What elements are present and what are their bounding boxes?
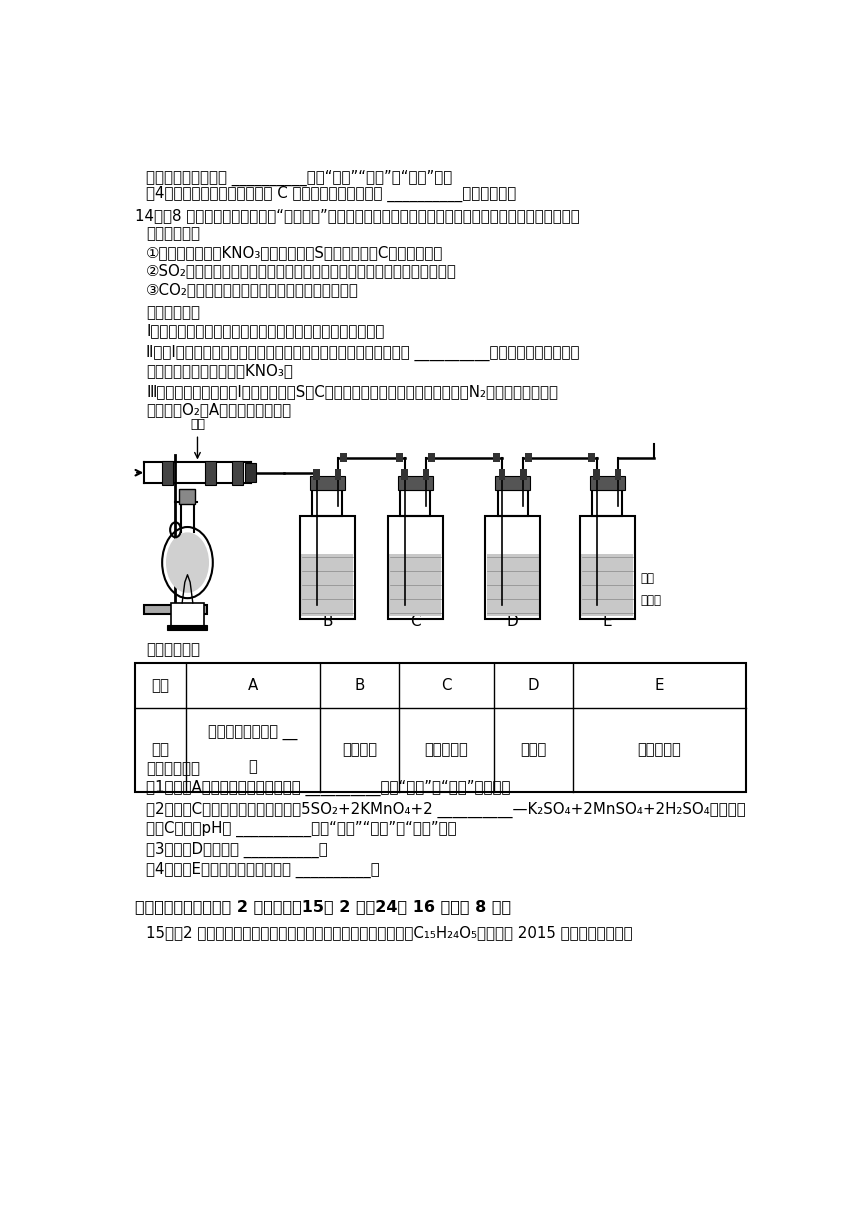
Text: 【实验方案】: 【实验方案】 <box>146 305 200 320</box>
Bar <box>525 454 532 462</box>
Bar <box>206 461 216 485</box>
Bar <box>397 477 433 490</box>
Text: （4）若以高锁酸销为原料、用 C 装置制取氧气，需要在 __________塞一团棉花。: （4）若以高锁酸销为原料、用 C 装置制取氧气，需要在 __________塞一… <box>146 186 516 202</box>
Bar <box>171 603 204 626</box>
Text: E: E <box>654 677 665 693</box>
Text: 品红: 品红 <box>321 572 334 581</box>
Bar <box>144 604 207 614</box>
Text: 溶液变浑浊: 溶液变浑浊 <box>638 742 681 758</box>
Bar <box>312 490 342 516</box>
Text: Ⅰ．取黑火药与适量水混合、搅拌、过滤，得到溶液和固体。: Ⅰ．取黑火药与适量水混合、搅拌、过滤，得到溶液和固体。 <box>146 323 384 338</box>
Bar <box>520 469 526 480</box>
Text: （1）装置A中硫磺粉、木炭粉发生了 __________（填“氧化”或“还原”）反应。: （1）装置A中硫磺粉、木炭粉发生了 __________（填“氧化”或“还原”）… <box>146 779 511 796</box>
Bar <box>232 461 243 485</box>
Text: C: C <box>441 677 452 693</box>
Bar <box>401 490 431 516</box>
Bar <box>428 454 435 462</box>
Bar <box>310 477 345 490</box>
Text: A: A <box>248 677 258 693</box>
Bar <box>180 489 195 505</box>
Text: 红色褾去: 红色褾去 <box>342 742 377 758</box>
Bar <box>163 461 173 485</box>
Bar <box>485 516 540 619</box>
Bar <box>615 469 622 480</box>
Text: 现象: 现象 <box>151 742 169 758</box>
Text: （2）装置C中反应的化学方程式为：5SO₂+2KMnO₄+2 __________—K₂SO₄+2MnSO₄+2H₂SO₄，实验中: （2）装置C中反应的化学方程式为：5SO₂+2KMnO₄+2 _________… <box>146 803 746 818</box>
Text: 14．（8 分）黑火药是我国古代“四大发明”之一，某项目式学习小组对其组成产生兴趣，进行了以下探究：: 14．（8 分）黑火药是我国古代“四大发明”之一，某项目式学习小组对其组成产生兴… <box>136 208 580 223</box>
Text: 酸性高锰: 酸性高锰 <box>403 572 428 581</box>
Bar <box>588 454 595 462</box>
Text: 石灰水: 石灰水 <box>640 595 661 608</box>
Text: （4）装置E中反应的化学方程式为 __________。: （4）装置E中反应的化学方程式为 __________。 <box>146 862 380 878</box>
Text: D: D <box>528 677 539 693</box>
Text: 溶液: 溶液 <box>507 592 519 602</box>
Bar <box>302 554 353 617</box>
Text: 澄清: 澄清 <box>601 572 614 581</box>
Text: B: B <box>322 614 333 629</box>
Text: 未变色: 未变色 <box>520 742 547 758</box>
Text: 其质量与反应前相比 __________（填“增大”“减小”或“不变”）。: 其质量与反应前相比 __________（填“增大”“减小”或“不变”）。 <box>146 170 452 186</box>
Bar <box>423 469 429 480</box>
Text: C: C <box>410 614 421 629</box>
Text: A: A <box>172 614 182 629</box>
Text: 装置C溶液的pH将 __________（填“增大”“减小”或“不变”）。: 装置C溶液的pH将 __________（填“增大”“减小”或“不变”）。 <box>146 821 457 837</box>
Text: 【讨论交流】: 【讨论交流】 <box>146 761 200 776</box>
Text: （3）装置D的作用是 __________。: （3）装置D的作用是 __________。 <box>146 841 328 857</box>
Bar <box>494 454 500 462</box>
Bar <box>313 469 320 480</box>
Bar <box>245 463 256 482</box>
Text: 色: 色 <box>249 759 257 775</box>
Bar <box>593 490 623 516</box>
Bar <box>402 469 408 480</box>
Text: E: E <box>603 614 612 629</box>
Bar <box>168 625 207 630</box>
Bar <box>300 516 355 619</box>
Text: 固体燃烧的火焰为 __: 固体燃烧的火焰为 __ <box>208 726 298 741</box>
Text: 紫红色变浅: 紫红色变浅 <box>425 742 469 758</box>
Bar <box>487 554 538 617</box>
Bar <box>388 516 443 619</box>
Text: ③CO₂不能使品红溶液和酸性高锡酸销溶液褾色。: ③CO₂不能使品红溶液和酸性高锡酸销溶液褾色。 <box>146 282 359 298</box>
Text: ②SO₂能使澄清石灰水变浑浊，也能使品红溶液和酸性高锡酸销溶液褾色。: ②SO₂能使澄清石灰水变浑浊，也能使品红溶液和酸性高锡酸销溶液褾色。 <box>146 264 457 278</box>
Bar <box>499 469 506 480</box>
Text: 酸钾溶液: 酸钾溶液 <box>403 592 428 602</box>
Text: Ⅲ．通过下述实验证实Ⅰ得到的固体为S和C的混合物；按如图组装仪器，先通入N₂，再点燃酒精灯、: Ⅲ．通过下述实验证实Ⅰ得到的固体为S和C的混合物；按如图组装仪器，先通入N₂，再… <box>146 384 558 400</box>
Bar <box>580 516 635 619</box>
Text: 固体: 固体 <box>190 418 205 432</box>
Text: 【查阅资料】: 【查阅资料】 <box>146 226 200 242</box>
Text: 通过其他实验证实晶体为KNO₃。: 通过其他实验证实晶体为KNO₃。 <box>146 362 293 378</box>
Text: 溶液: 溶液 <box>321 592 334 602</box>
Bar <box>390 554 441 617</box>
Text: 【记录现象】: 【记录现象】 <box>146 642 200 657</box>
Text: 通入足量O₂使A中固体完全燃烧。: 通入足量O₂使A中固体完全燃烧。 <box>146 402 292 417</box>
Text: 品红: 品红 <box>507 572 519 581</box>
Bar <box>335 469 341 480</box>
Bar <box>593 469 600 480</box>
Text: 四、化学计算题（本题 2 小题，其中15题 2 分，24题 16 分，共 8 分）: 四、化学计算题（本题 2 小题，其中15题 2 分，24题 16 分，共 8 分… <box>136 899 512 913</box>
Bar <box>581 554 633 617</box>
Text: 澄清: 澄清 <box>640 572 654 585</box>
Bar <box>340 454 347 462</box>
Text: D: D <box>507 614 519 629</box>
Text: Ⅱ．将Ⅰ所得溶液蕃发溶剂、冷却，得到晶体，该过程在化学上叫做 __________，在老师帮助下，小组: Ⅱ．将Ⅰ所得溶液蕃发溶剂、冷却，得到晶体，该过程在化学上叫做 _________… <box>146 345 580 361</box>
Bar <box>590 477 625 490</box>
Bar <box>495 477 531 490</box>
Bar <box>498 490 528 516</box>
Circle shape <box>166 533 209 593</box>
Text: 15．（2 分）我国科学家屠呀呀因发现抗痟疾药物双氢青蒿素（C₁₅H₂₄O₅），获得 2015 年诺贝尔生理或医: 15．（2 分）我国科学家屠呀呀因发现抗痟疾药物双氢青蒿素（C₁₅H₂₄O₅），… <box>146 925 633 940</box>
Text: 石灰水: 石灰水 <box>598 592 617 602</box>
Text: ①黑火药由礴石（KNO₃）、硫磺粉（S）和木炭粉（C）混合而成。: ①黑火药由礴石（KNO₃）、硫磺粉（S）和木炭粉（C）混合而成。 <box>146 244 444 260</box>
Text: 装置: 装置 <box>151 677 169 693</box>
Bar <box>136 663 746 792</box>
Text: B: B <box>354 677 365 693</box>
Bar <box>396 454 402 462</box>
